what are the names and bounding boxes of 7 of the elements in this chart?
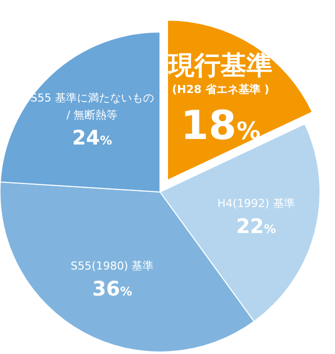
data-label: 22% <box>236 214 276 238</box>
slice-label: 現行基準 (H28 省エネ基準 ) <box>168 50 273 96</box>
slice-label: S55(1980) 基準 <box>70 259 154 272</box>
slice-label: H4(1992) 基準 <box>217 197 295 210</box>
data-label: 18% <box>180 102 261 149</box>
data-label: 36% <box>92 276 132 300</box>
data-label: 24% <box>72 126 112 150</box>
